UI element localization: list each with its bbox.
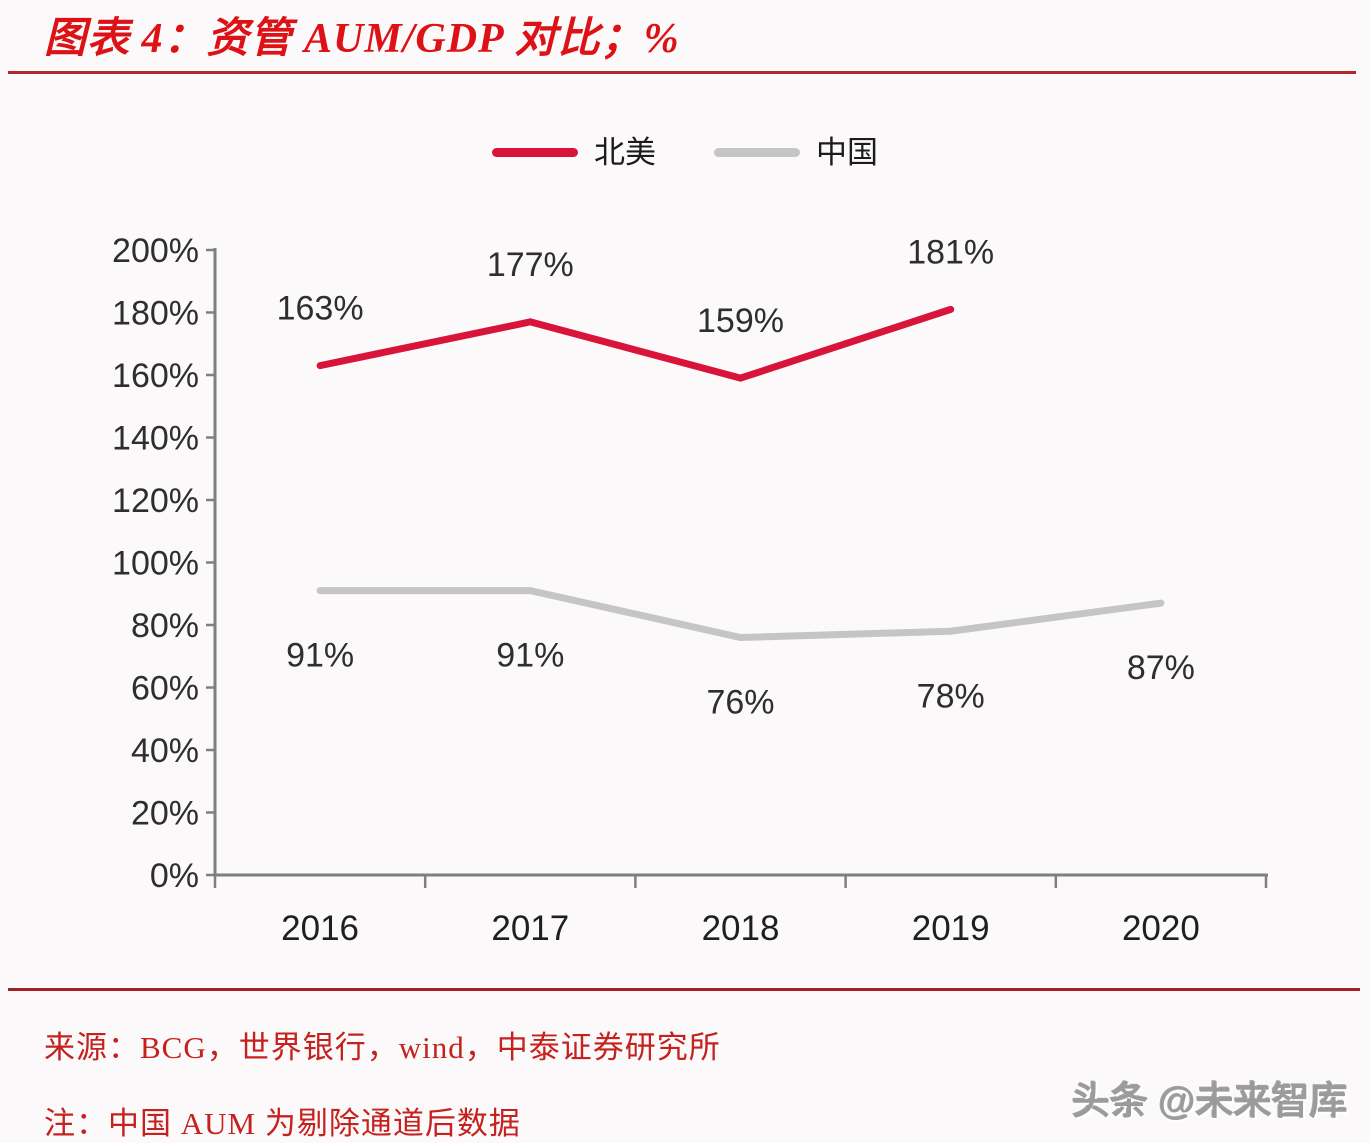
x-tick-label: 2016 — [281, 909, 359, 948]
data-label-s0-0: 163% — [277, 290, 364, 328]
x-tick-label: 2018 — [702, 909, 780, 948]
y-tick-label: 60% — [131, 670, 199, 708]
data-label-s1-0: 91% — [286, 637, 354, 675]
legend-label-1: 中国 — [816, 134, 878, 170]
data-note: 注：中国 AUM 为剔除通道后数据 — [44, 1106, 521, 1141]
legend-item-1: 中国 — [714, 137, 878, 168]
x-tick-label: 2017 — [491, 909, 569, 948]
watermark: 头条 @未来智库 — [1072, 1081, 1348, 1123]
chart-title: 图表 4：资管 AUM/GDP 对比；% — [44, 16, 680, 62]
source-note: 来源：BCG，世界银行，wind，中泰证券研究所 — [44, 1030, 721, 1065]
title-underline — [8, 71, 1356, 74]
legend-swatch-0 — [492, 147, 578, 157]
legend-swatch-1 — [714, 147, 800, 157]
data-label-s0-1: 177% — [487, 246, 574, 284]
line-series-0 — [316, 305, 955, 382]
x-tick-label: 2019 — [912, 909, 990, 948]
y-tick-label: 100% — [112, 545, 199, 583]
y-tick-label: 80% — [131, 607, 199, 645]
y-tick-label: 40% — [131, 732, 199, 770]
data-label-s1-3: 78% — [917, 677, 985, 715]
y-tick-label: 20% — [131, 795, 199, 833]
data-label-s1-2: 76% — [706, 684, 774, 722]
y-tick-label: 0% — [150, 857, 199, 895]
legend-label-0: 北美 — [594, 134, 656, 170]
data-label-s1-1: 91% — [496, 637, 564, 675]
y-tick-label: 160% — [112, 357, 199, 395]
y-tick-label: 140% — [112, 420, 199, 458]
chart-legend: 北美 中国 — [0, 128, 1370, 176]
data-label-s0-2: 159% — [697, 302, 784, 340]
line-chart: 0% 20% 40% 60% 80% 100% 120% 140% 160% 180% 200% 20… — [112, 232, 1268, 948]
line-series-1 — [316, 587, 1165, 642]
y-tick-label: 120% — [112, 482, 199, 520]
data-label-s0-3: 181% — [907, 233, 994, 271]
y-tick-label: 200% — [112, 232, 199, 270]
footer-separator — [8, 988, 1360, 991]
x-tick-label: 2020 — [1122, 909, 1200, 948]
legend-item-0: 北美 — [492, 137, 656, 168]
data-label-s1-4: 87% — [1127, 649, 1195, 687]
y-tick-label: 180% — [112, 295, 199, 333]
